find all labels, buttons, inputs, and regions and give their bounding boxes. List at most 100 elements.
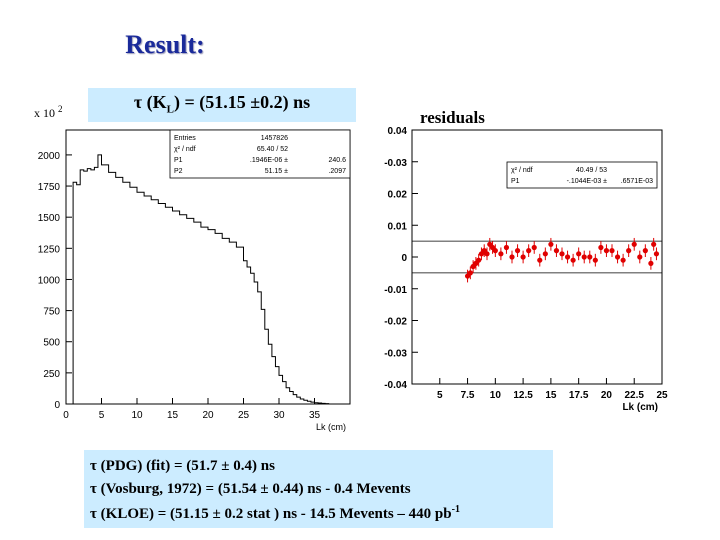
y-tick-label: 500 [43, 338, 60, 349]
residual-point [631, 241, 637, 247]
x-tick-label: 10 [490, 390, 502, 401]
y-tick-label: 0.04 [388, 126, 408, 137]
y-tick-label: 0.02 [388, 190, 408, 201]
summary-box: τ (PDG) (fit) = (51.7 ± 0.4) ns τ (Vosbu… [84, 450, 553, 528]
residual-point [642, 248, 648, 254]
residual-point [651, 241, 657, 247]
residuals-plot: 0.04 -0.03 0.02 0.01 0 -0.01 -0.02 -0.03 -0.04 5 7… [384, 126, 668, 413]
x-tick-label: 5 [99, 410, 105, 421]
residual-point [559, 251, 565, 257]
residual-point [476, 257, 482, 263]
residual-point [587, 254, 593, 260]
y-axis-multiplier: x 10 2 [34, 104, 63, 120]
residual-point [531, 244, 537, 251]
stats-value: .1946E-06 ± [250, 157, 288, 164]
residuals-title: residuals [420, 108, 485, 127]
y-tick-label: 1250 [38, 244, 61, 255]
stats-value: 51.15 ± [265, 168, 288, 175]
stats-label: χ² / ndf [511, 167, 533, 174]
y-tick-label: 250 [43, 369, 60, 380]
residual-point [484, 251, 490, 257]
stats-value: 1457826 [261, 135, 288, 142]
residual-point [553, 248, 560, 254]
residual-point [514, 248, 521, 254]
decay-length-histogram: 0 250 500 750 1000 1250 1500 1750 2000 0 5 10 15 20 25… [38, 129, 351, 432]
residual-point [648, 260, 654, 266]
residual-point [614, 254, 621, 260]
residual-point [467, 270, 473, 276]
stats-value: -.1044E-03 ± [567, 178, 608, 185]
residual-point [620, 257, 626, 263]
residual-point [626, 248, 632, 254]
residual-point [492, 248, 498, 254]
y-tick-label: -0.03 [384, 158, 407, 169]
x-tick-label: 35 [309, 410, 321, 421]
y-tick-label: -0.01 [384, 285, 407, 296]
residual-point [548, 241, 554, 247]
x-tick-label: 25 [656, 390, 668, 401]
summary-line-vosburg: τ (Vosburg, 1972) = (51.54 ± 0.44) ns - … [90, 481, 411, 497]
x-tick-label: 10 [131, 410, 143, 421]
residual-point [537, 257, 543, 263]
residual-point [576, 251, 582, 257]
residual-point [581, 254, 587, 260]
x-axis-label: Lk (cm) [316, 422, 346, 432]
residual-point [603, 248, 610, 254]
y-tick-label: -0.02 [384, 317, 407, 328]
residual-point [503, 244, 510, 251]
summary-line-pdg: τ (PDG) (fit) = (51.7 ± 0.4) ns [90, 458, 275, 474]
residual-point [570, 257, 576, 263]
y-tick-label: -0.03 [384, 348, 407, 359]
x-axis-label: Lk (cm) [622, 402, 658, 413]
stats-label: P2 [174, 168, 183, 175]
stats-value: 40.49 / 53 [576, 167, 607, 174]
x-tick-label: 22.5 [624, 390, 644, 401]
residual-point [520, 254, 526, 260]
x-tick-label: 15 [545, 390, 557, 401]
residual-point [637, 254, 643, 260]
stats-label: Entries [174, 135, 196, 142]
x-tick-label: 20 [601, 390, 613, 401]
stats-box [506, 161, 658, 189]
stats-value: 65.40 / 52 [257, 146, 288, 153]
y-tick-label: 1000 [38, 275, 61, 286]
y-tick-label: -0.04 [384, 380, 407, 391]
x-tick-label: 5 [437, 390, 443, 401]
x-tick-label: 30 [273, 410, 285, 421]
residual-point [598, 244, 604, 251]
residual-point [653, 251, 660, 257]
stats-label: χ² / ndf [174, 146, 196, 153]
residual-point [564, 254, 571, 260]
stats-box [169, 129, 351, 179]
y-tick-label: 750 [43, 307, 60, 318]
y-tick-label: 1750 [38, 182, 61, 193]
residual-point [592, 257, 598, 263]
residual-point [509, 254, 515, 260]
tau-result-box: τ (KL) = (51.15 ±0.2) ns [88, 88, 356, 122]
stats-label: P1 [174, 157, 183, 164]
x-tick-label: 17.5 [569, 390, 589, 401]
stats-error: .2097 [328, 168, 346, 175]
stats-error: .6571E-03 [621, 178, 653, 185]
slide-heading: Result: [125, 30, 205, 59]
x-tick-label: 7.5 [461, 390, 475, 401]
y-tick-label: 0 [54, 400, 60, 411]
residual-point [609, 248, 615, 254]
stats-label: P1 [511, 178, 520, 185]
residual-point [498, 251, 504, 257]
stats-error: 240.6 [328, 157, 346, 164]
x-tick-label: 0 [63, 410, 69, 421]
y-tick-label: 1500 [38, 213, 61, 224]
y-tick-label: 2000 [38, 151, 61, 162]
y-tick-label: 0.01 [388, 221, 408, 232]
x-tick-label: 12.5 [513, 390, 533, 401]
histogram-line [69, 154, 330, 405]
y-tick-label: 0 [401, 253, 407, 264]
x-tick-label: 20 [202, 410, 214, 421]
residual-point [542, 251, 548, 257]
residual-point [526, 248, 532, 254]
x-tick-label: 25 [238, 410, 250, 421]
x-tick-label: 15 [167, 410, 179, 421]
summary-line-kloe: τ (KLOE) = (51.15 ± 0.2 stat ) ns - 14.5… [90, 504, 460, 522]
tau-result-text: τ (KL) = (51.15 ±0.2) ns [133, 92, 311, 116]
